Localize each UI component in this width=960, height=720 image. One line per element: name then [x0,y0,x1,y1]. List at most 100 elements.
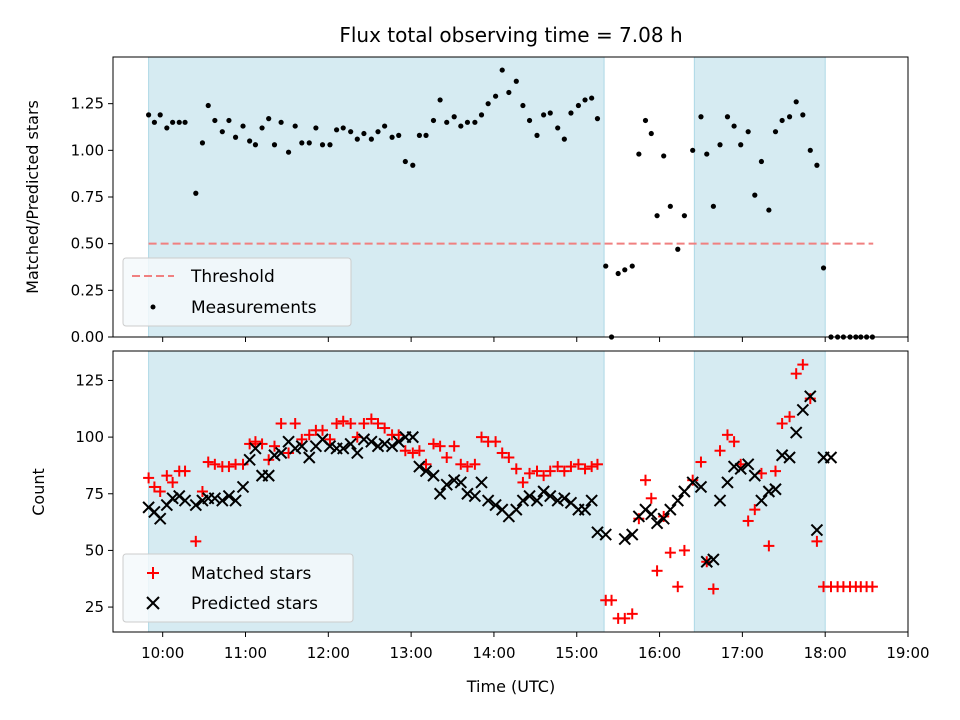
measurement-point [499,67,505,73]
measurement-point [648,130,654,137]
predicted-star-point [468,489,482,503]
predicted-star-point [243,453,256,466]
measurement-point [348,129,354,135]
measurement-point [814,162,820,168]
predicted-star-point [599,528,612,541]
matched-star-point [190,535,202,547]
measurement-point [690,147,696,153]
predicted-star-point [229,494,242,507]
matched-star-point [372,418,384,430]
shaded-interval [693,350,826,633]
measurement-point [361,130,367,137]
measurement-point [752,192,758,198]
measurement-point [766,207,772,213]
measurement-point [534,132,540,138]
top-legend-box [122,257,352,327]
predicted-star-point [378,437,391,451]
predicted-star-point [440,478,453,491]
measurement-point [240,123,246,129]
measurement-point [710,203,716,209]
measurement-point [340,125,346,131]
matched-star-point [331,418,343,430]
predicted-star-point [166,492,179,505]
shaded-interval [693,56,826,338]
matched-star-point [776,418,788,430]
top-legend: Threshold Measurements [122,257,352,327]
measurement-point [731,123,737,129]
predicted-star-point [222,489,236,503]
bottom-legend-box [122,553,354,623]
matched-star-point [148,481,160,493]
matched-star-point [678,544,690,556]
x-tick-label: 13:00 [390,644,433,662]
predicted-star-point [734,462,747,476]
matched-star-point [664,547,676,559]
measurement-point [354,136,360,142]
predicted-star-point [427,469,440,482]
predicted-star-point [530,494,544,507]
x-tick-label: 15:00 [555,644,598,662]
predicted-star-point [671,494,684,507]
matched-star-point [427,438,439,450]
matched-star-point [303,429,315,441]
legend-measurements-swatch [150,304,156,310]
matched-star-point [365,413,377,425]
x-tick-label: 12:00 [307,644,350,662]
predicted-star-point [433,487,447,500]
y-tick-label: 0.75 [71,188,104,206]
matched-star-point [154,486,166,497]
bottom-y-ticks: 25 50 75 100 125 [75,371,113,616]
predicted-star-point [323,439,337,453]
matched-star-point [223,461,235,473]
matched-star-point [161,470,173,482]
matched-star-point [866,581,878,593]
x-tick-label: 11:00 [224,644,267,662]
matched-star-point [296,433,308,445]
predicted-star-point [741,458,755,471]
matched-star-point [256,438,268,450]
matched-star-point [324,433,336,445]
matched-star-point [399,445,411,457]
predicted-star-point [544,489,557,503]
predicted-star-point [824,451,838,464]
matched-star-point [651,565,663,577]
x-tick-label: 16:00 [638,644,681,662]
measurement-point [423,132,429,138]
bottom-x-ticks: 10:00 11:00 12:00 13:00 14:00 15:00 16:00 17:00… [141,632,930,662]
predicted-star-point [650,517,664,530]
matched-star-point [517,476,529,488]
measurement-point [492,93,499,99]
legend-matched-label: Matched stars [191,564,311,584]
measurement-point [259,125,265,131]
matched-star-point [503,452,515,464]
predicted-star-point [783,451,796,464]
legend-threshold-label: Threshold [190,267,275,287]
measurement-point [266,116,272,122]
measurement-point [568,110,574,116]
matched-star-point [672,581,684,593]
matched-star-point [249,436,261,448]
predicted-star-point [645,507,658,521]
measurement-point [164,125,170,131]
legend-measurements-label: Measurements [191,298,317,318]
matched-star-point [455,458,467,470]
measurement-point [667,203,673,209]
measurement-point [396,132,402,138]
matched-star-point [317,424,329,436]
matched-star-point [469,458,481,470]
measurement-point [278,119,284,125]
predicted-star-point [461,487,474,500]
matched-star-point [645,492,657,504]
measurement-point [333,127,340,133]
predicted-star-point [804,390,817,403]
measurement-point [444,119,450,125]
predicted-star-point [365,435,378,448]
x-tick-label: 17:00 [721,644,764,662]
matched-star-point [579,463,591,475]
predicted-star-point [694,480,708,494]
matched-star-point [626,608,638,620]
predicted-star-point [796,403,810,417]
predicted-star-point [262,469,275,482]
measurement-point [547,110,553,116]
